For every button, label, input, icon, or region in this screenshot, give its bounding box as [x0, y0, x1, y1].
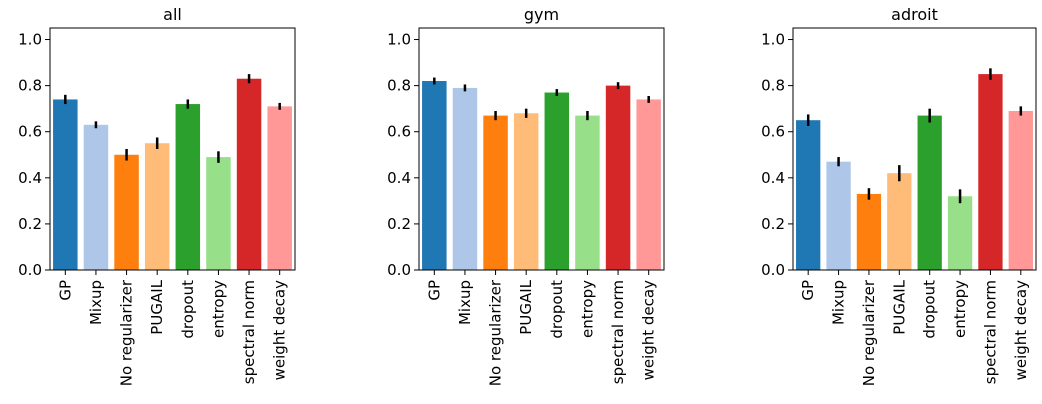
y-tick-label: 0.4: [761, 169, 785, 187]
bar-no-regularizer: [483, 115, 508, 270]
bar-mixup: [826, 161, 851, 270]
bar-entropy: [947, 196, 973, 270]
x-tick-label: spectral norm: [240, 280, 258, 384]
y-tick-label: 0.2: [18, 215, 42, 233]
x-tick-label: PUGAIL: [890, 279, 908, 334]
bar-gp: [796, 120, 821, 270]
x-tick-label: entropy: [209, 280, 227, 338]
bar-gp: [53, 99, 78, 270]
y-tick-label: 0.6: [761, 123, 785, 141]
bar-weight-decay: [1008, 110, 1033, 270]
x-tick-label: dropout: [548, 280, 566, 339]
x-tick-label: entropy: [951, 280, 969, 338]
x-tick-label: Mixup: [830, 280, 848, 325]
y-tick-label: 0.8: [761, 77, 785, 95]
y-tick-label: 0.0: [18, 261, 42, 279]
bar-no-regularizer: [856, 193, 882, 270]
x-tick-label: dropout: [179, 280, 197, 339]
bar-pugail: [513, 113, 539, 271]
x-tick-label: No regularizer: [118, 279, 136, 386]
bar-weight-decay: [636, 99, 661, 270]
bar-spectral-norm: [605, 85, 631, 270]
x-tick-label: weight decay: [640, 280, 658, 381]
bar-spectral-norm: [236, 78, 262, 270]
x-tick-label: dropout: [921, 280, 939, 339]
x-tick-label: PUGAIL: [517, 279, 535, 334]
plot-frame: [49, 27, 296, 271]
chart-panel-gym: gym GP Mixup No regularizer PUGAIL dropout ent…: [387, 5, 665, 386]
bar-dropout: [544, 92, 570, 271]
bar-dropout: [917, 115, 942, 270]
x-tick-label: No regularizer: [860, 279, 878, 386]
y-tick-label: 1.0: [18, 31, 42, 49]
bar-no-regularizer: [114, 154, 139, 270]
bar-weight-decay: [267, 106, 292, 270]
bar-dropout: [175, 104, 201, 270]
x-tick-label: spectral norm: [609, 280, 627, 384]
plot-frame: [418, 27, 665, 271]
x-tick-label: spectral norm: [981, 280, 999, 384]
y-tick-label: 0.0: [761, 261, 785, 279]
chart-title: all: [163, 5, 182, 24]
y-tick-label: 0.8: [387, 77, 411, 95]
bar-entropy: [575, 115, 600, 270]
chart-title: gym: [524, 5, 559, 24]
bar-mixup: [452, 87, 478, 270]
y-tick-label: 1.0: [761, 31, 785, 49]
chart-title: adroit: [891, 5, 938, 24]
y-tick-label: 1.0: [387, 31, 411, 49]
x-tick-label: GP: [799, 280, 817, 301]
x-tick-label: weight decay: [1012, 280, 1030, 381]
x-tick-label: No regularizer: [487, 279, 505, 386]
chart-panel-all: all GP Mixup No regularizer PUGAIL dropout ent…: [18, 5, 296, 386]
y-tick-label: 0.6: [18, 123, 42, 141]
y-tick-label: 0.6: [387, 123, 411, 141]
bar-gp: [422, 81, 447, 270]
plot-frame: [792, 27, 1037, 271]
bar-entropy: [206, 157, 231, 270]
x-tick-label: PUGAIL: [148, 279, 166, 334]
y-tick-label: 0.8: [18, 77, 42, 95]
y-tick-label: 0.2: [761, 215, 785, 233]
chart-panel-adroit: adroit GP Mixup No regularizer PUGAIL dropout…: [761, 5, 1037, 386]
y-tick-label: 0.0: [387, 261, 411, 279]
x-tick-label: entropy: [578, 280, 596, 338]
x-tick-label: weight decay: [271, 280, 289, 381]
x-tick-label: GP: [425, 280, 443, 301]
bar-pugail: [144, 143, 170, 270]
bar-pugail: [887, 173, 912, 270]
x-tick-label: GP: [56, 280, 74, 301]
x-tick-label: Mixup: [87, 280, 105, 325]
y-tick-label: 0.2: [387, 215, 411, 233]
y-tick-label: 0.4: [18, 169, 42, 187]
bar-spectral-norm: [978, 74, 1003, 270]
y-tick-label: 0.4: [387, 169, 411, 187]
bar-mixup: [83, 124, 109, 270]
x-tick-label: Mixup: [456, 280, 474, 325]
